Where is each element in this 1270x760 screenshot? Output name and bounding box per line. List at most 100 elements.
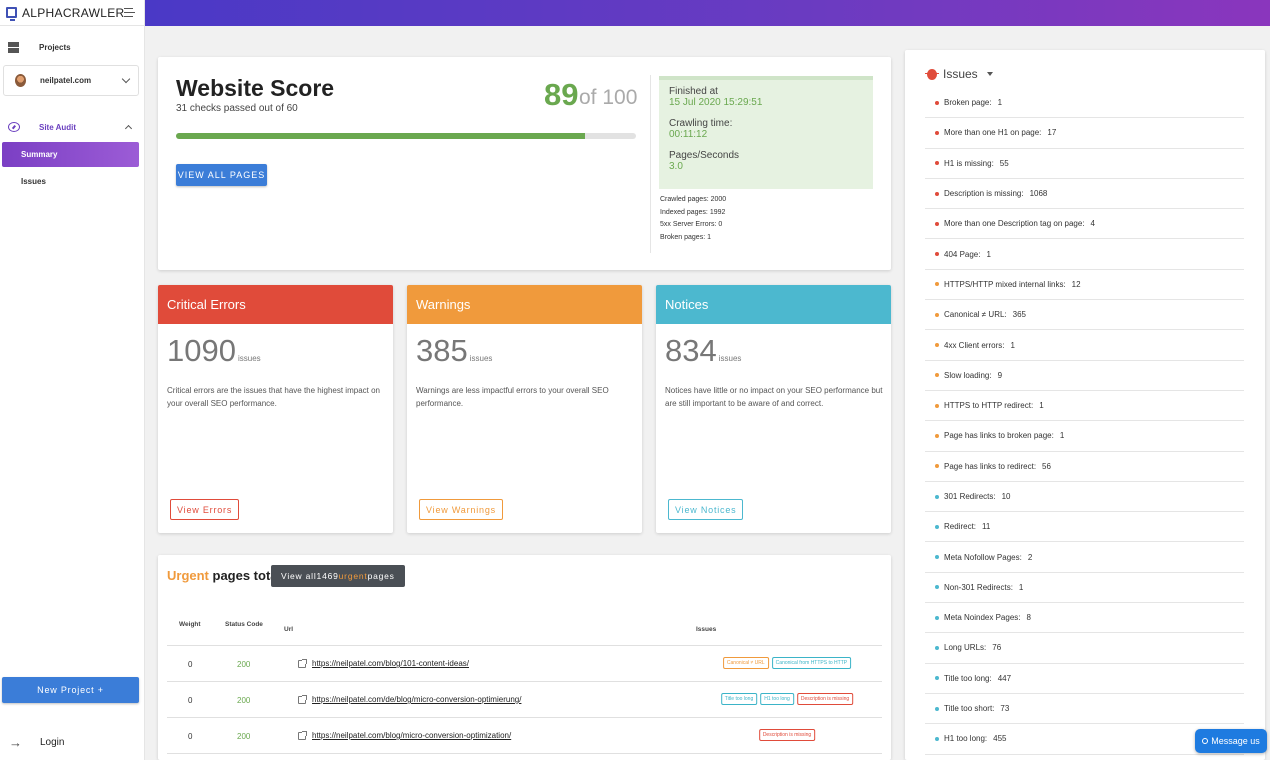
issue-list-item[interactable]: Description is missing: 1068 <box>925 179 1244 210</box>
issue-list-item[interactable]: Long URLs: 76 <box>925 633 1244 664</box>
issue-count: 55 <box>999 158 1009 168</box>
view-all-urgent-button[interactable]: View all 1469 urgent pages <box>271 565 405 587</box>
col-status: Status Code <box>225 621 263 628</box>
issue-list-item[interactable]: Page has links to redirect: 56 <box>925 452 1244 482</box>
brand-bar: ALPHACRAWLER <box>0 0 144 26</box>
issue-count: 1 <box>1018 582 1024 592</box>
issues-dropdown[interactable]: Issues <box>925 67 993 81</box>
message-us-label: Message us <box>1211 736 1260 746</box>
login-link[interactable]: → Login <box>0 733 145 751</box>
critical-errors-number: 1090 <box>167 333 236 368</box>
severity-dot-icon <box>935 555 939 560</box>
issue-list-item[interactable]: HTTPS/HTTP mixed internal links: 12 <box>925 270 1244 301</box>
severity-dot-icon <box>935 373 939 378</box>
issue-list-item[interactable]: Meta Noindex Pages: 8 <box>925 603 1244 634</box>
issue-count: 73 <box>1000 704 1010 714</box>
severity-dot-icon <box>935 706 939 711</box>
broken-pages: Broken pages: 1 <box>660 233 711 241</box>
critical-errors-count: 1090 issues <box>167 333 261 369</box>
view-all-pages-button[interactable]: VIEW ALL PAGES <box>176 164 267 186</box>
notices-card: Notices 834 issues Notices have little or… <box>656 285 891 533</box>
site-audit-toggle[interactable]: Site Audit <box>0 118 145 136</box>
col-url: Url <box>284 626 294 633</box>
divider <box>650 75 651 253</box>
chat-icon <box>1202 738 1209 744</box>
issue-count: 1 <box>986 249 991 259</box>
notices-header: Notices <box>656 285 891 324</box>
severity-dot-icon <box>935 736 939 741</box>
issue-count: 1 <box>1010 340 1015 350</box>
issue-list-item[interactable]: Non-301 Redirects: 1 <box>925 573 1244 604</box>
warnings-number: 385 <box>416 333 468 368</box>
issue-list-item[interactable]: Canonical ≠ URL: 365 <box>925 300 1244 331</box>
finished-label: Finished at <box>669 86 718 97</box>
issue-tag[interactable]: Description is missing <box>758 729 816 741</box>
sidebar: ALPHACRAWLER Projects neilpatel.com Site… <box>0 0 145 760</box>
avatar <box>15 74 26 87</box>
row-url-link[interactable]: https://neilpatel.com/blog/micro-convers… <box>298 730 512 740</box>
urgent-title-rest: pages total: <box>208 568 286 583</box>
issue-list-item[interactable]: 4xx Client errors: 1 <box>925 330 1244 361</box>
hamburger-menu-icon[interactable] <box>124 8 135 17</box>
issue-label: H1 too long: <box>944 734 988 744</box>
issue-label: 4xx Client errors: <box>944 340 1005 350</box>
critical-errors-header: Critical Errors <box>158 285 393 324</box>
issues-panel-title: Issues <box>943 67 978 81</box>
score-progress-fill <box>176 133 586 139</box>
issue-label: HTTPS to HTTP redirect: <box>944 401 1034 411</box>
issue-count: 1 <box>1059 431 1065 441</box>
issues-label: issues <box>469 354 493 363</box>
issue-list-item[interactable]: Meta Nofollow Pages: 2 <box>925 542 1244 573</box>
table-row: 0 200 https://neilpatel.com/de/blog/micro-… <box>167 682 882 718</box>
notices-count: 834 issues <box>665 333 741 369</box>
issue-tag[interactable]: H1 too long <box>760 693 794 705</box>
project-selector[interactable]: neilpatel.com <box>3 65 139 96</box>
crawling-time-value: 00:11:12 <box>669 129 708 140</box>
row-url-link[interactable]: https://neilpatel.com/blog/101-content-i… <box>298 658 469 668</box>
issue-tag[interactable]: Title too long <box>720 693 758 705</box>
issue-count: 8 <box>1026 613 1031 623</box>
score-title: Website Score <box>176 75 335 101</box>
sidebar-item-issues[interactable]: Issues <box>21 176 46 186</box>
view-notices-button[interactable]: View Notices <box>668 499 744 520</box>
issue-list-item[interactable]: 404 Page: 1 <box>925 239 1244 270</box>
issue-count: 2 <box>1027 552 1033 562</box>
notices-number: 834 <box>665 333 717 368</box>
projects-link[interactable]: Projects <box>0 38 145 56</box>
view-errors-button[interactable]: View Errors <box>170 499 240 520</box>
issue-list-item[interactable]: More than one Description tag on page: 4 <box>925 209 1244 240</box>
site-audit-label: Site Audit <box>39 122 77 132</box>
issue-list-item[interactable]: H1 too long: 455 <box>925 724 1244 755</box>
severity-dot-icon <box>935 343 939 348</box>
row-weight: 0 <box>188 696 193 705</box>
issue-count: 12 <box>1071 279 1081 289</box>
message-us-button[interactable]: Message us <box>1195 729 1267 753</box>
severity-dot-icon <box>935 282 939 287</box>
issue-list-item[interactable]: Slow loading: 9 <box>925 361 1244 391</box>
sidebar-item-summary[interactable]: Summary <box>2 142 139 167</box>
issue-list-item[interactable]: 301 Redirects: 10 <box>925 482 1244 513</box>
view-warnings-button[interactable]: View Warnings <box>419 499 503 520</box>
urgent-pages-title: Urgent pages total: <box>167 568 285 583</box>
issue-list-item[interactable]: H1 is missing: 55 <box>925 149 1244 179</box>
critical-errors-description: Critical errors are the issues that have… <box>167 386 380 408</box>
issue-tag[interactable]: Description is missing <box>796 693 854 705</box>
severity-dot-icon <box>935 464 939 469</box>
issue-label: Title too long: <box>944 673 992 683</box>
issue-list-item[interactable]: Redirect: 11 <box>925 512 1244 543</box>
issue-list-item[interactable]: More than one H1 on page: 17 <box>925 118 1244 149</box>
row-url-link[interactable]: https://neilpatel.com/de/blog/micro-conv… <box>298 694 521 704</box>
issue-count: 365 <box>1012 310 1026 320</box>
issue-list-item[interactable]: Title too long: 447 <box>925 664 1244 694</box>
app-name: ALPHACRAWLER <box>21 5 125 20</box>
severity-dot-icon <box>935 615 939 620</box>
issue-list-item[interactable]: HTTPS to HTTP redirect: 1 <box>925 391 1244 422</box>
table-body: 0 200 https://neilpatel.com/blog/101-conte… <box>167 646 882 754</box>
issue-list-item[interactable]: Broken page: 1 <box>925 88 1244 119</box>
new-project-button[interactable]: New Project + <box>2 677 139 703</box>
issue-tag[interactable]: Canonical from HTTPS to HTTP <box>771 657 852 669</box>
issue-list-item[interactable]: Page has links to broken page: 1 <box>925 421 1244 452</box>
row-url: https://neilpatel.com/blog/micro-convers… <box>312 731 512 740</box>
issue-tag[interactable]: Canonical ≠ URL <box>722 657 769 669</box>
issue-list-item[interactable]: Title too short: 73 <box>925 694 1244 725</box>
